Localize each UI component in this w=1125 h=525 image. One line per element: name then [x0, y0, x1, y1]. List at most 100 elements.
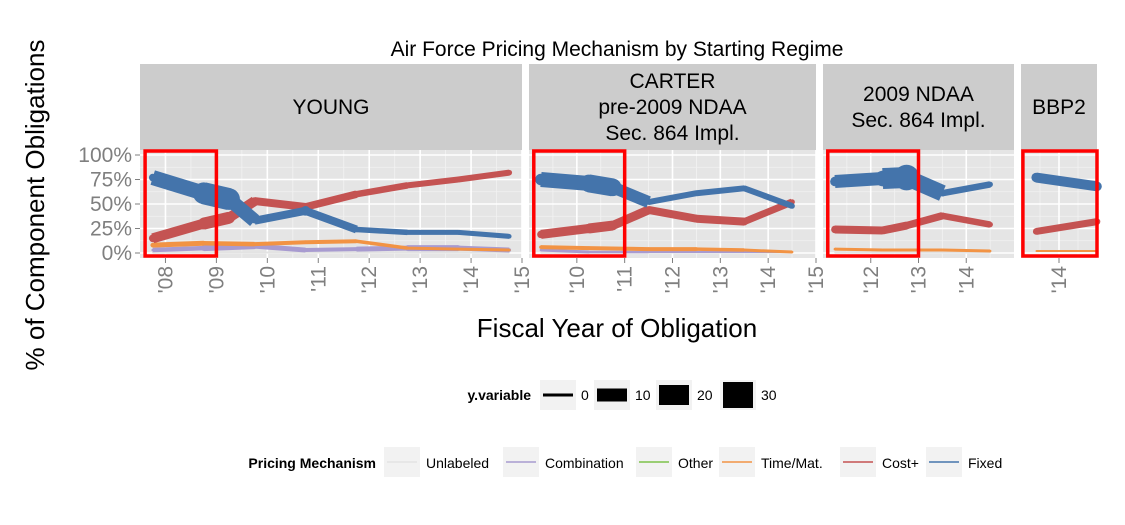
- y-tick-label: 0%: [102, 242, 132, 265]
- data-point: [939, 189, 946, 197]
- series-fixed: [1031, 172, 1102, 192]
- data-point: [1031, 172, 1041, 183]
- data-point: [874, 170, 891, 187]
- y-tick-label: 50%: [90, 193, 132, 216]
- facet-panels: YOUNG '08 '09 '10 '11 '12 '13 '14 '15 CARTER pre-2…: [140, 64, 1102, 293]
- data-point: [587, 250, 591, 254]
- series-time-mat-: [539, 245, 794, 254]
- legend-label: Time/Mat.: [761, 455, 823, 471]
- x-tick-label: '08: [154, 266, 177, 293]
- line-segment: [834, 172, 884, 188]
- data-point: [404, 182, 411, 189]
- data-point: [579, 174, 598, 193]
- data-point: [603, 178, 622, 197]
- data-point: [939, 212, 946, 220]
- data-point: [646, 247, 651, 251]
- chart-title: Air Force Pricing Mechanism by Starting …: [391, 38, 844, 61]
- legend-label: Fixed: [968, 455, 1002, 471]
- legend-label: Other: [678, 455, 713, 471]
- data-point: [151, 248, 155, 252]
- facet-panel-1: YOUNG '08 '09 '10 '11 '12 '13 '14 '15: [140, 64, 534, 293]
- facet-strip-label: Sec. 864 Impl.: [605, 122, 739, 145]
- series-fixed: [535, 172, 795, 209]
- series-cost-: [148, 169, 513, 244]
- line-segment: [356, 226, 408, 236]
- data-point: [644, 206, 653, 214]
- line-segment: [540, 224, 590, 239]
- data-point: [740, 217, 749, 226]
- x-tick-label: '11: [614, 266, 637, 292]
- data-point: [354, 239, 359, 244]
- x-tick-label: '12: [358, 266, 381, 293]
- data-point: [695, 251, 698, 253]
- line-segment: [356, 239, 408, 250]
- data-point: [148, 173, 157, 182]
- data-point: [692, 214, 701, 223]
- data-point: [303, 240, 308, 245]
- data-point: [148, 234, 157, 243]
- data-point: [742, 248, 746, 252]
- data-point: [741, 185, 748, 192]
- facet-panel-3: 2009 NDAA Sec. 864 Impl. '12 '13 '14: [823, 64, 1014, 293]
- data-point: [645, 199, 652, 205]
- series-time-mat-: [150, 239, 511, 252]
- legend-label: 30: [761, 387, 777, 403]
- data-point: [789, 203, 795, 209]
- line-segment: [743, 185, 794, 209]
- highlight-box: [1021, 149, 1099, 258]
- data-point: [941, 248, 944, 252]
- x-axis-label: Fiscal Year of Obligation: [477, 313, 757, 343]
- line-segment: [610, 205, 651, 230]
- line-segment: [152, 245, 204, 253]
- legend-label: Unlabeled: [426, 455, 489, 471]
- data-point: [694, 247, 699, 251]
- line-segment: [941, 212, 991, 228]
- x-tick-label: '14: [757, 266, 780, 294]
- data-point: [831, 225, 839, 234]
- line-segment: [407, 246, 459, 251]
- line-segment: [540, 245, 589, 251]
- legend-label: Combination: [545, 455, 624, 471]
- x-tick-label: '14: [460, 266, 483, 294]
- line-segment: [941, 181, 991, 197]
- data-point: [405, 230, 410, 235]
- legend-color-item: Fixed: [926, 447, 1002, 477]
- x-tick-label: '13: [709, 266, 732, 293]
- legend-width-item: 30: [720, 380, 777, 410]
- data-point: [303, 248, 308, 252]
- data-point: [878, 226, 887, 235]
- facet-strip-label: BBP2: [1032, 96, 1086, 119]
- highlight-box: [532, 149, 627, 258]
- line-segment: [203, 243, 255, 252]
- legend-color-item: Unlabeled: [384, 447, 489, 477]
- facet-strip-label: Sec. 864 Impl.: [851, 109, 985, 132]
- line-segment: [254, 243, 306, 253]
- line-segment: [407, 176, 459, 189]
- x-tick-label: '11: [307, 266, 330, 292]
- facet-strip-label: CARTER: [630, 70, 716, 93]
- data-point: [507, 248, 511, 252]
- data-point: [834, 251, 836, 254]
- facet-strip: [529, 64, 816, 150]
- line-segment: [834, 247, 883, 252]
- line-segment: [305, 239, 357, 245]
- line-segment: [881, 221, 908, 235]
- data-point: [455, 176, 462, 183]
- legend-pricing-mechanism: Pricing Mechanism Unlabeled Combination Oth…: [248, 447, 1002, 477]
- facet-panel-2: CARTER pre-2009 NDAA Sec. 864 Impl. '10 '11 '…: [529, 64, 828, 293]
- line-segment: [647, 205, 698, 223]
- data-point: [988, 249, 992, 253]
- legend-color-item: Time/Mat.: [719, 447, 823, 477]
- line-segment: [305, 247, 357, 253]
- data-point: [833, 247, 837, 251]
- line-segment: [942, 248, 991, 253]
- line-segment: [696, 247, 745, 252]
- data-point: [535, 173, 547, 186]
- data-point: [506, 169, 513, 176]
- data-point: [830, 176, 840, 187]
- y-axis-label: % of Component Obligations: [20, 40, 50, 371]
- facet-strip: [1021, 64, 1097, 150]
- data-point: [586, 246, 591, 250]
- line-segment: [457, 169, 510, 183]
